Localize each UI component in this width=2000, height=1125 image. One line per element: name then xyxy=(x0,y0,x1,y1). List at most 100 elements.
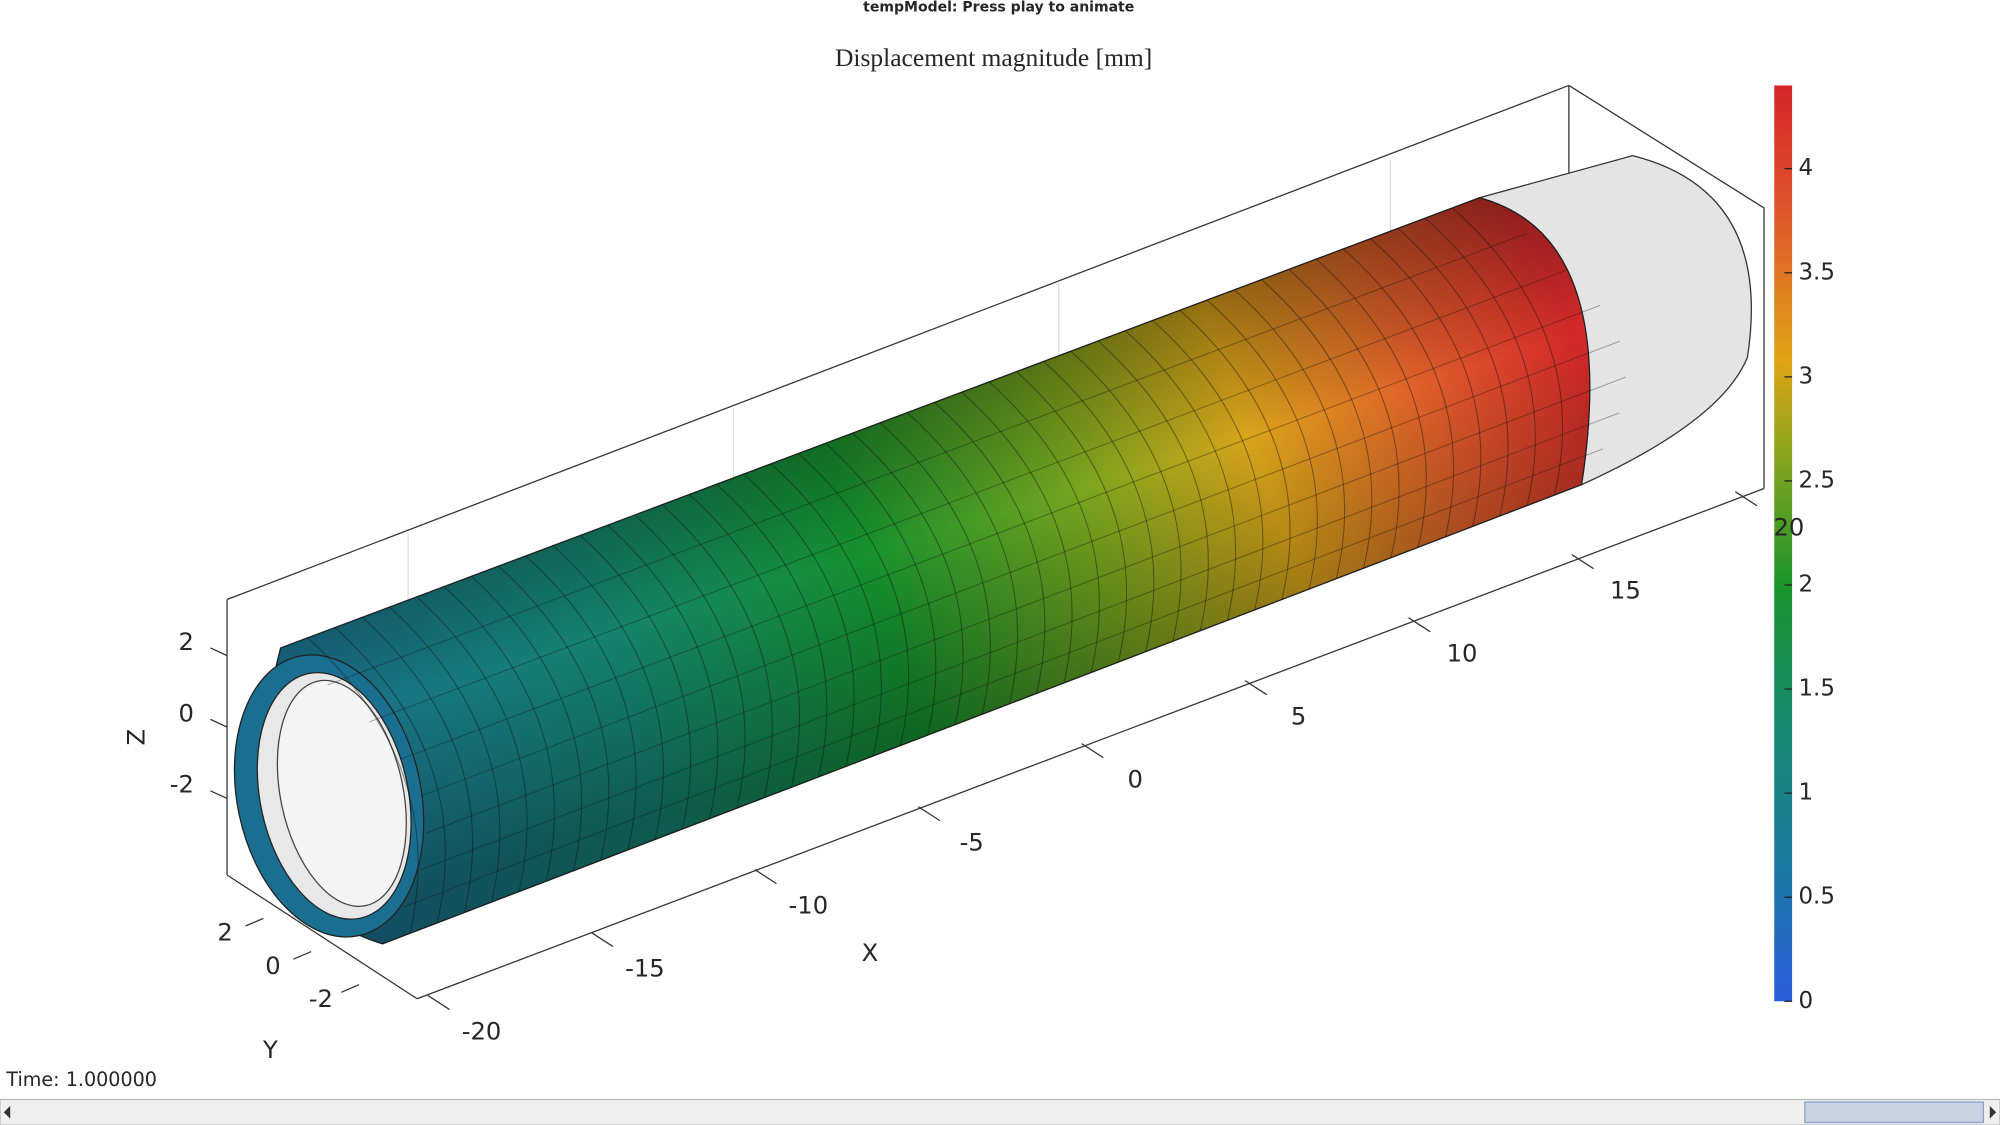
x-tick xyxy=(1408,617,1431,633)
scrollbar[interactable] xyxy=(0,1098,2000,1125)
mesh-line xyxy=(1315,258,1427,548)
mesh-line xyxy=(1261,279,1373,569)
mesh-line xyxy=(389,606,501,903)
mesh-line xyxy=(934,401,1046,694)
colorbar-tick-label: 1 xyxy=(1798,780,1813,806)
mesh-line xyxy=(1424,217,1536,506)
mesh-line xyxy=(1125,330,1237,621)
x-tick-label: 0 xyxy=(1127,766,1142,794)
mesh-line xyxy=(1097,340,1209,631)
mesh-line xyxy=(416,596,528,892)
x-tick-label: -20 xyxy=(462,1018,502,1046)
axes-box xyxy=(226,84,1765,1000)
x-tick xyxy=(427,995,450,1011)
window-title: tempModel: Press play to animate xyxy=(863,0,1134,16)
mesh-line xyxy=(689,494,801,788)
x-tick-label: 10 xyxy=(1447,640,1478,668)
mesh-line xyxy=(716,483,828,778)
x-tick-label: -5 xyxy=(960,829,984,857)
mesh-line xyxy=(1016,371,1128,663)
mesh-line xyxy=(879,422,991,715)
x-tick-label: 5 xyxy=(1291,703,1306,731)
z-tick xyxy=(210,647,228,657)
x-tick-label: -10 xyxy=(789,892,829,920)
colorbar-tick-label: 3.5 xyxy=(1798,259,1834,285)
x-tick xyxy=(1571,554,1594,570)
x-tick xyxy=(1734,491,1758,507)
mesh-line xyxy=(403,448,1604,908)
y-tick-label: 2 xyxy=(217,919,232,947)
x-tick-label: 20 xyxy=(1773,514,1804,542)
mesh-line xyxy=(471,575,583,871)
mesh-line xyxy=(327,233,1527,686)
time-label: Time: 1.000000 xyxy=(5,1068,157,1091)
colorbar-tick-label: 3 xyxy=(1798,363,1813,389)
colorbar-tick-label: 4 xyxy=(1798,155,1813,181)
z-tick-label: 2 xyxy=(178,628,193,656)
colorbar-tick-label: 1.5 xyxy=(1798,676,1834,702)
x-label: X xyxy=(862,939,879,967)
mesh-line xyxy=(401,304,1601,760)
z-tick-label: -2 xyxy=(170,771,194,799)
x-tick-label: -15 xyxy=(625,955,665,983)
colorbar-tick-label: 2.5 xyxy=(1798,467,1834,493)
y-tick xyxy=(340,984,360,993)
mesh-line xyxy=(1370,238,1482,527)
mesh-line xyxy=(961,391,1073,684)
z-tick xyxy=(210,790,228,800)
colorbar-tick-label: 0.5 xyxy=(1798,884,1834,910)
mesh-line xyxy=(1152,320,1264,611)
x-tick-label: 15 xyxy=(1610,577,1641,605)
mesh-line xyxy=(1070,350,1182,642)
mesh-line xyxy=(1206,299,1318,590)
x-tick xyxy=(1244,680,1268,696)
colorbar-tick-label: 0 xyxy=(1798,988,1813,1014)
y-tick xyxy=(245,917,264,927)
cylinder-mesh xyxy=(233,154,1752,945)
mesh-line xyxy=(420,412,1620,871)
mesh-line xyxy=(334,627,446,924)
mesh-line xyxy=(420,340,1621,797)
mesh-line xyxy=(552,545,664,840)
mesh-line xyxy=(1452,207,1564,496)
mesh-line xyxy=(1234,289,1346,579)
mesh-line xyxy=(369,268,1569,723)
mesh-line xyxy=(1043,361,1155,652)
colorbar-tick-label: 2 xyxy=(1798,571,1813,597)
mesh-line xyxy=(1397,228,1509,517)
mesh-line xyxy=(770,463,882,757)
scroll-thumb[interactable] xyxy=(1804,1101,1985,1124)
mesh-line xyxy=(580,535,692,830)
x-tick xyxy=(754,869,777,885)
y-label: Y xyxy=(262,1036,278,1064)
mesh-line xyxy=(1343,248,1455,537)
mesh-line xyxy=(443,586,555,882)
y-tick-label: -2 xyxy=(309,985,333,1013)
x-tick xyxy=(917,806,941,822)
z-label: Z xyxy=(123,729,151,746)
y-tick xyxy=(293,950,312,960)
mesh-line xyxy=(1288,268,1400,558)
colorbar xyxy=(1774,85,1793,1002)
mesh-line xyxy=(1179,309,1291,600)
mesh-line xyxy=(426,376,1627,834)
mesh-line xyxy=(634,514,746,809)
x-tick xyxy=(591,932,614,948)
x-tick xyxy=(1081,743,1104,759)
z-tick xyxy=(210,718,228,728)
mesh-line xyxy=(498,565,610,861)
mesh-line xyxy=(907,412,1019,704)
mesh-line xyxy=(607,524,719,819)
mesh-line xyxy=(362,616,474,913)
mesh-line xyxy=(525,555,637,851)
y-tick-label: 0 xyxy=(265,952,280,980)
mesh-line xyxy=(307,637,419,934)
axes-title: Displacement magnitude [mm] xyxy=(835,43,1152,72)
mesh-line xyxy=(988,381,1100,673)
mesh-line xyxy=(825,442,937,736)
mesh-line xyxy=(798,453,910,746)
mesh-line xyxy=(743,473,855,767)
mesh-line xyxy=(661,504,773,798)
